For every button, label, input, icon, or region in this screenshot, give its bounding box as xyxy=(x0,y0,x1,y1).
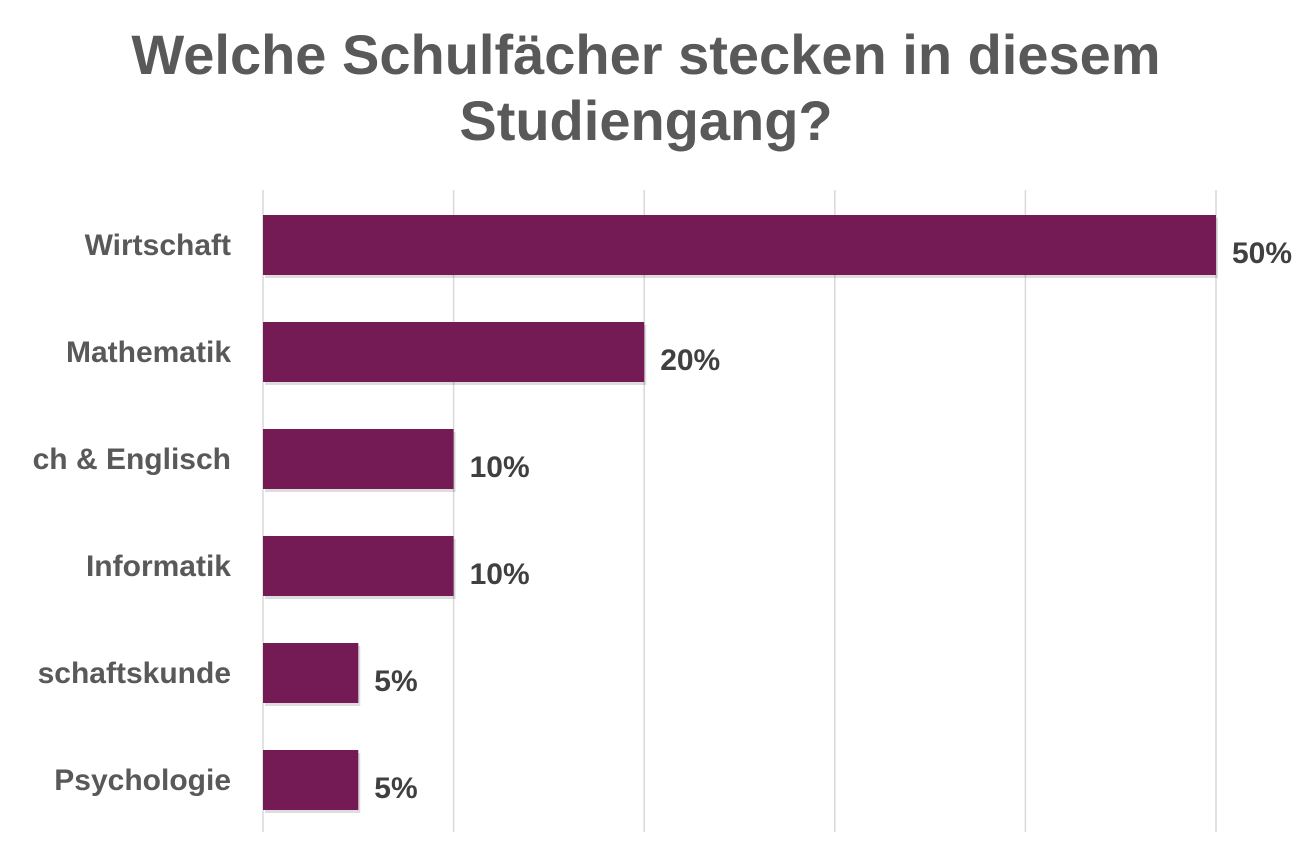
data-label: 5% xyxy=(374,665,417,698)
bar xyxy=(263,215,1216,275)
chart-title-line-2: Studiengang? xyxy=(459,89,833,152)
bar xyxy=(263,322,645,382)
category-label: Mathematik xyxy=(66,336,231,369)
category-label: Psychologie xyxy=(54,764,231,797)
category-label: schaftskunde xyxy=(38,657,231,690)
category-label: Wirtschaft xyxy=(85,229,231,262)
data-label: 10% xyxy=(470,558,530,591)
bar xyxy=(263,536,454,596)
category-label: ch & Englisch xyxy=(33,443,231,476)
bar xyxy=(263,429,454,489)
chart-title: Welche Schulfächer stecken in diesem Stu… xyxy=(0,22,1292,154)
bar xyxy=(263,643,359,703)
data-label: 20% xyxy=(660,344,720,377)
category-label: Informatik xyxy=(86,550,231,583)
chart-title-line-1: Welche Schulfächer stecken in diesem xyxy=(131,23,1161,86)
data-label: 10% xyxy=(470,451,530,484)
data-label: 50% xyxy=(1232,237,1292,270)
data-label: 5% xyxy=(374,772,417,805)
bar xyxy=(263,750,359,810)
